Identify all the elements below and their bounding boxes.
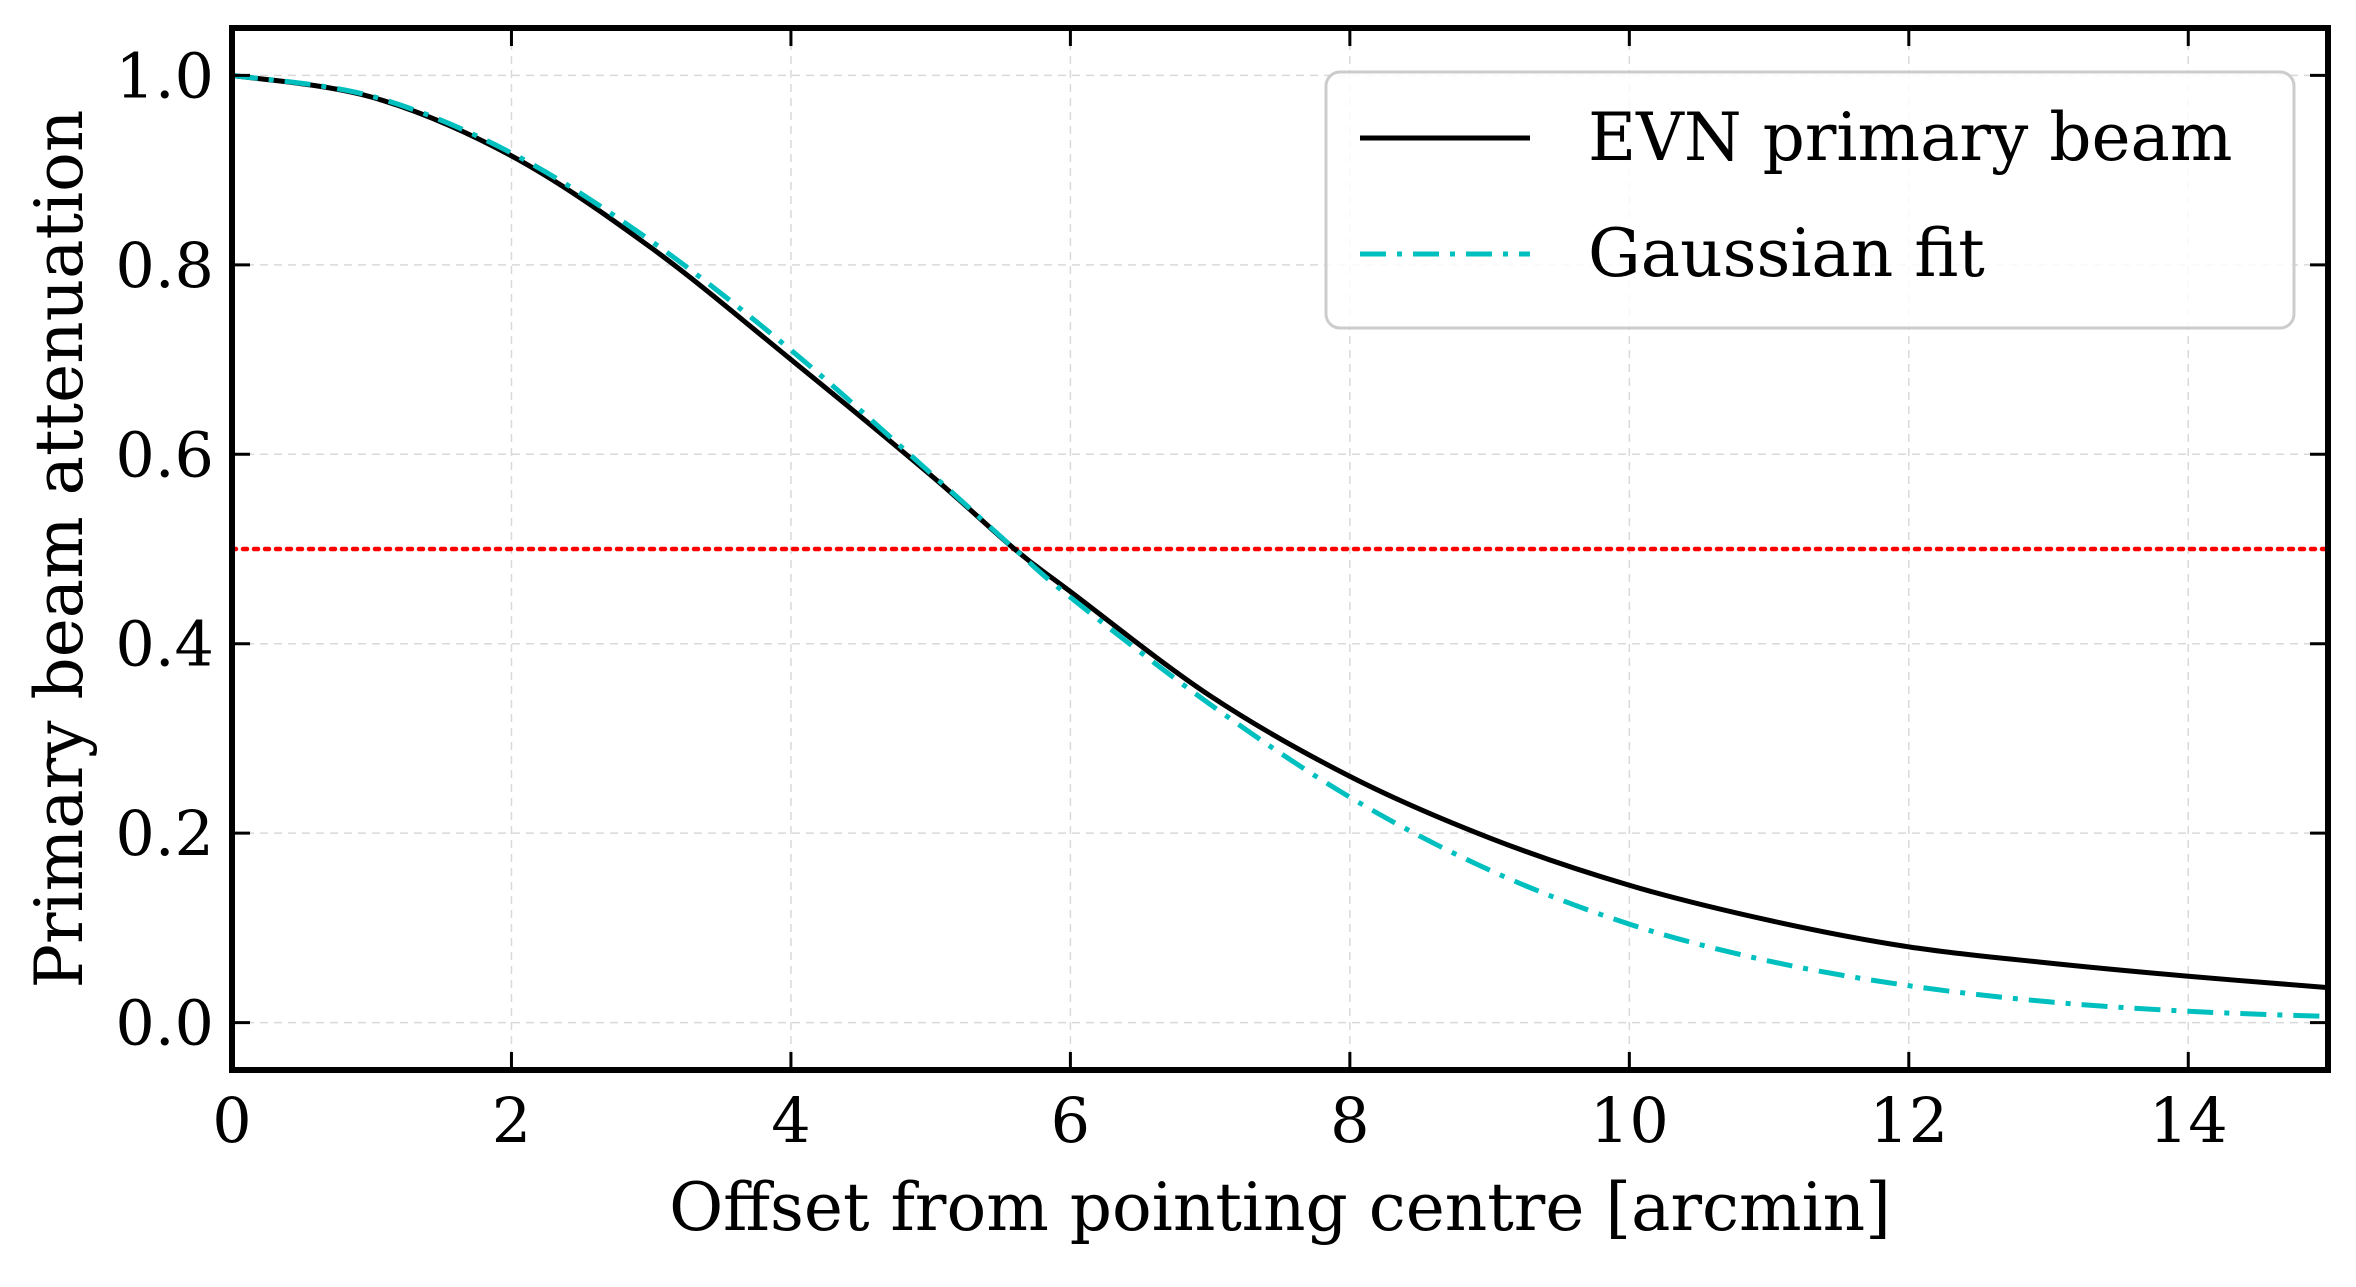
x-tick-label: 6 (1051, 1084, 1090, 1157)
y-tick-label: 0.8 (115, 229, 214, 302)
axis-ticks: 0 2 4 6 8 10 12 14 0.0 0.2 0.4 0.6 0.8 1.0 (115, 28, 2328, 1157)
y-tick-label: 0.6 (115, 418, 214, 491)
y-tick-label: 0.2 (115, 797, 214, 870)
series-lines (231, 72, 2329, 1019)
x-tick-label: 2 (492, 1084, 531, 1157)
evn-primary-beam-line (231, 72, 2329, 991)
legend-label-gaussian-fit: Gaussian fit (1588, 215, 1985, 292)
x-tick-label: 8 (1330, 1084, 1369, 1157)
y-tick-label: 0.4 (115, 608, 214, 681)
x-tick-label: 10 (1590, 1084, 1669, 1157)
legend-box (1324, 70, 2296, 330)
x-axis-title: Offset from pointing centre [arcmin] (669, 1169, 1891, 1246)
x-tick-label: 4 (771, 1084, 810, 1157)
plot-frame (229, 25, 2331, 1073)
x-tick-label: 14 (2149, 1084, 2228, 1157)
y-axis-title: Primary beam attenuation (21, 110, 98, 989)
gaussian-fit-line (231, 72, 2329, 1019)
x-tick-label: 12 (1869, 1084, 1948, 1157)
y-tick-label: 1.0 (115, 39, 214, 112)
x-tick-label: 0 (212, 1084, 251, 1157)
y-tick-label: 0.0 (115, 987, 214, 1060)
legend: EVN primary beam Gaussian fit (1324, 70, 2296, 330)
legend-label-evn-primary-beam: EVN primary beam (1588, 99, 2232, 176)
